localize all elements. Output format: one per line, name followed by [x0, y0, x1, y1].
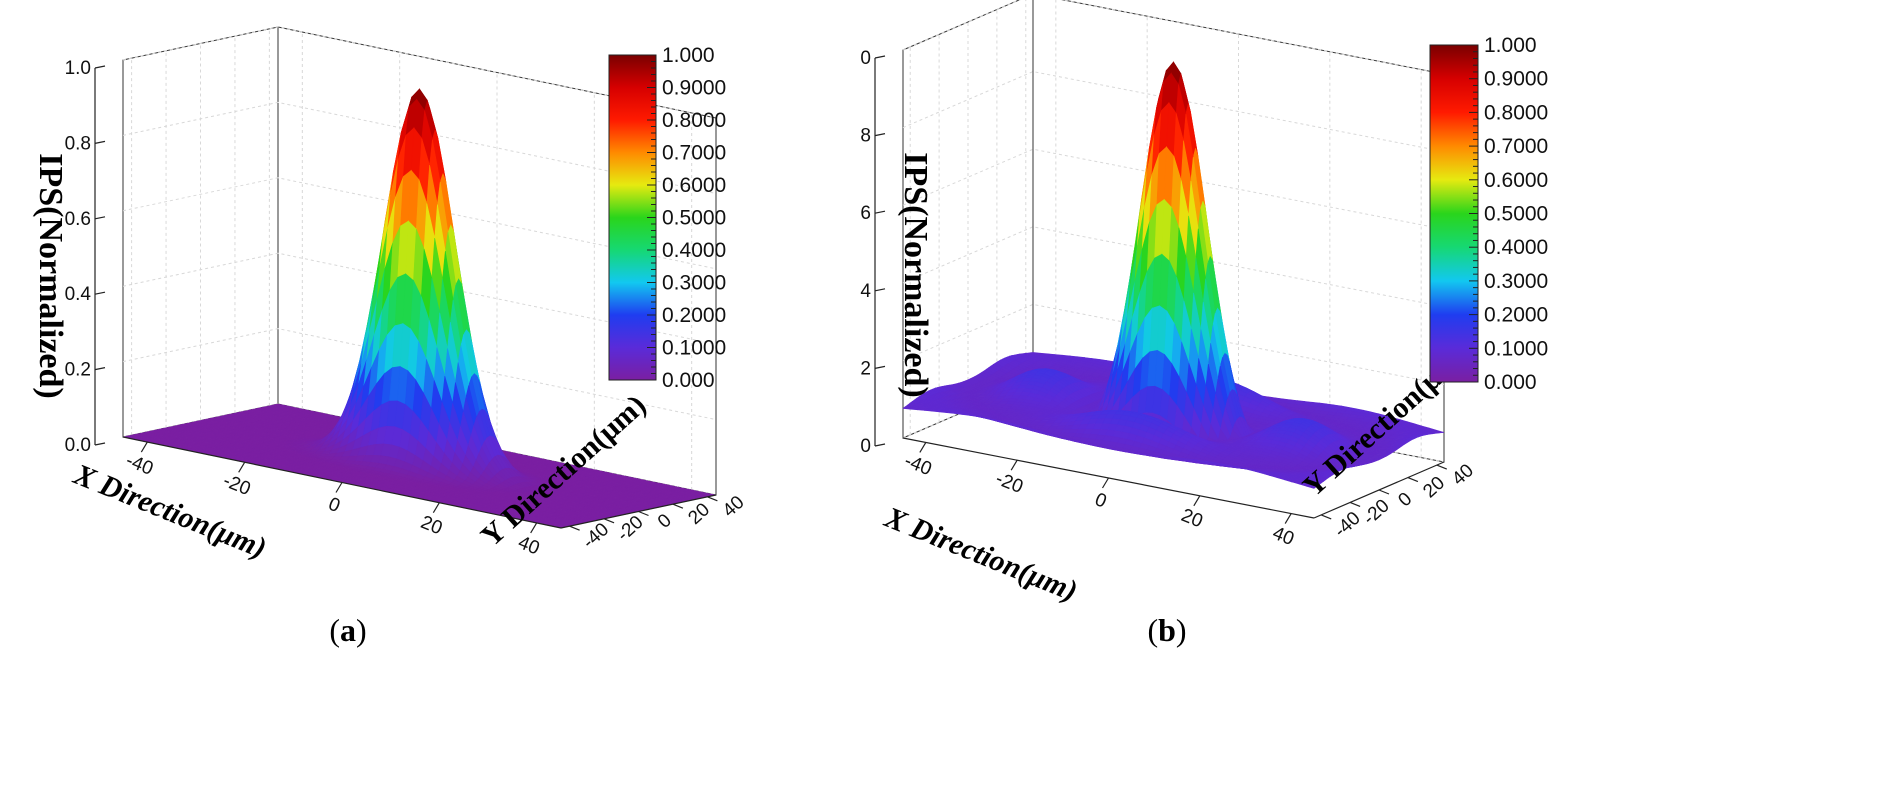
- z-gridline: [122, 26, 717, 119]
- colorbar-tick-label: 0.6000: [662, 174, 726, 197]
- colorbar-tick-label: 0.9000: [662, 77, 726, 100]
- z-tick-mark: [94, 216, 106, 220]
- z-tick-mark: [94, 367, 106, 371]
- x-axis-title: X Direction(μm): [68, 458, 271, 565]
- z-gridline: [902, 0, 1445, 75]
- y-tick-label: 0: [654, 510, 676, 533]
- x-tick-label: 20: [418, 512, 445, 539]
- colorbar-tick-label: 0.3000: [662, 272, 726, 295]
- chart-svg-b: 0.00.20.40.60.81.0-40-2002040-40-2002040…: [860, 0, 1548, 648]
- colorbar-tick-label: 0.4000: [662, 239, 726, 262]
- y-tick-mark: [707, 496, 718, 502]
- front-axes: [94, 65, 718, 534]
- z-gridline: [902, 148, 1445, 230]
- y-tick-label: -20: [613, 512, 647, 546]
- colorbar-tick-label: 0.1000: [662, 337, 726, 360]
- z-gridline: [122, 328, 717, 421]
- y-tick-mark: [603, 518, 615, 524]
- x-tick-label: -20: [220, 470, 253, 500]
- z-tick-label: 1.0: [65, 58, 91, 79]
- z-gridline: [902, 71, 1445, 153]
- x-tick-label: -40: [123, 450, 156, 480]
- z-tick-mark: [94, 442, 106, 446]
- z-tick-mark: [94, 140, 106, 144]
- x-tick-label: 0: [325, 494, 343, 517]
- surface-b: [902, 61, 1445, 489]
- x-tick-mark: [335, 482, 343, 493]
- colorbar-tick-label: 0.2000: [662, 304, 726, 327]
- z-tick-label: 0.0: [65, 435, 91, 456]
- z-tick-label: 0.6: [65, 209, 91, 230]
- z-gridline: [122, 101, 717, 194]
- y-tick-mark: [672, 503, 684, 509]
- colorbar-tick-label: 0.5000: [662, 207, 726, 230]
- chart-panel-a: 0.0 0.2 0.4 0.6 0.8 1.0 -40 -20 0 20 40 -40 -20 0 20 40…: [32, 26, 749, 648]
- z-tick-label: 0.2: [65, 360, 91, 381]
- z-tick-label: 0.8: [65, 133, 91, 154]
- y-tick-mark: [638, 510, 649, 517]
- z-gridline: [122, 177, 717, 270]
- z-tick-mark: [94, 291, 106, 295]
- z-gridline: [122, 252, 717, 345]
- colorbar-tick-label: 0.7000: [662, 142, 726, 165]
- colorbar-tick-label: 1.000: [662, 44, 715, 67]
- x-tick-mark: [140, 441, 148, 453]
- z-axis-title: IPS(Normalized): [32, 153, 69, 399]
- z-tick-label: 0.4: [65, 284, 92, 305]
- y-tick-label: -40: [579, 519, 613, 553]
- z-gridline: [902, 303, 1445, 385]
- colorbar-tick-label: 0.000: [662, 369, 715, 392]
- x-tick-mark: [432, 502, 440, 514]
- z-gridline: [902, 226, 1445, 308]
- surface-a: [122, 88, 717, 529]
- chart-panel-b: 0.00.20.40.60.81.0-40-2002040-40-2002040…: [860, 0, 1882, 789]
- y-tick-label: 40: [719, 492, 749, 522]
- x-tick-label: 40: [515, 532, 542, 559]
- panel-caption: (a): [329, 612, 366, 648]
- colorbar-tick-label: 0.8000: [662, 109, 726, 132]
- y-tick-mark: [569, 525, 580, 531]
- x-tick-mark: [530, 522, 538, 534]
- x-tick-mark: [238, 461, 246, 473]
- y-tick-label: 20: [684, 499, 714, 529]
- z-tick-mark: [94, 65, 106, 69]
